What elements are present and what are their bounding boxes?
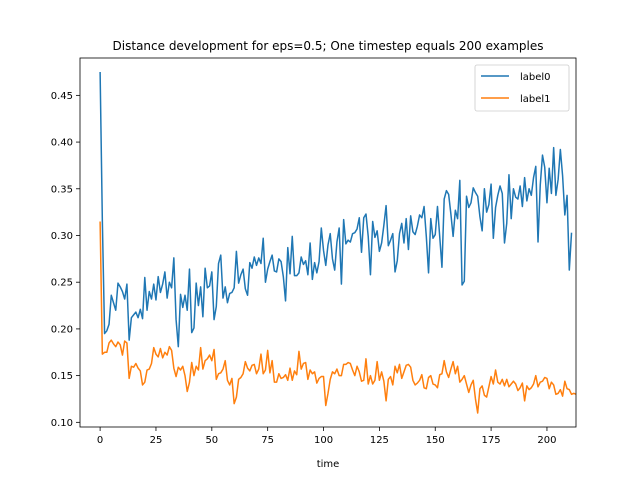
plot-area: 0 25 50 75 100 125 150 175 200 0.100.150.200.250… [51, 57, 577, 446]
chart-title: Distance development for eps=0.5; One ti… [113, 39, 544, 53]
legend-label-label0: label0 [520, 72, 551, 83]
legend-label-label1: label1 [520, 94, 551, 105]
y-tick-label: 0.45 [51, 91, 73, 102]
y-tick-label: 0.15 [51, 371, 73, 382]
series-line-label1 [99, 221, 577, 414]
x-tick-label: 100 [314, 435, 333, 446]
y-axis: 0.10 0.15 0.20 0.25 0.30 0.35 0.40 0.45 [51, 91, 80, 429]
legend: label0 label1 [474, 64, 570, 112]
x-tick-label: 125 [370, 435, 389, 446]
x-tick-label: 50 [205, 435, 218, 446]
x-tick-label: 200 [537, 435, 556, 446]
axes-frame [79, 57, 577, 428]
y-tick-label: 0.35 [51, 184, 73, 195]
x-tick-label: 0 [97, 435, 103, 446]
y-tick-label: 0.10 [51, 418, 73, 429]
x-tick-label: 150 [426, 435, 445, 446]
y-tick-label: 0.40 [51, 138, 73, 149]
y-tick-label: 0.30 [51, 231, 73, 242]
x-axis-label: time [317, 459, 340, 470]
y-tick-label: 0.25 [51, 278, 73, 289]
x-axis: 0 25 50 75 100 125 150 175 200 [97, 427, 557, 446]
series-line-label0 [99, 71, 573, 348]
x-tick-label: 175 [482, 435, 501, 446]
x-tick-label: 75 [261, 435, 274, 446]
series-layer [99, 71, 577, 414]
x-tick-label: 25 [150, 435, 163, 446]
y-tick-label: 0.20 [51, 324, 73, 335]
